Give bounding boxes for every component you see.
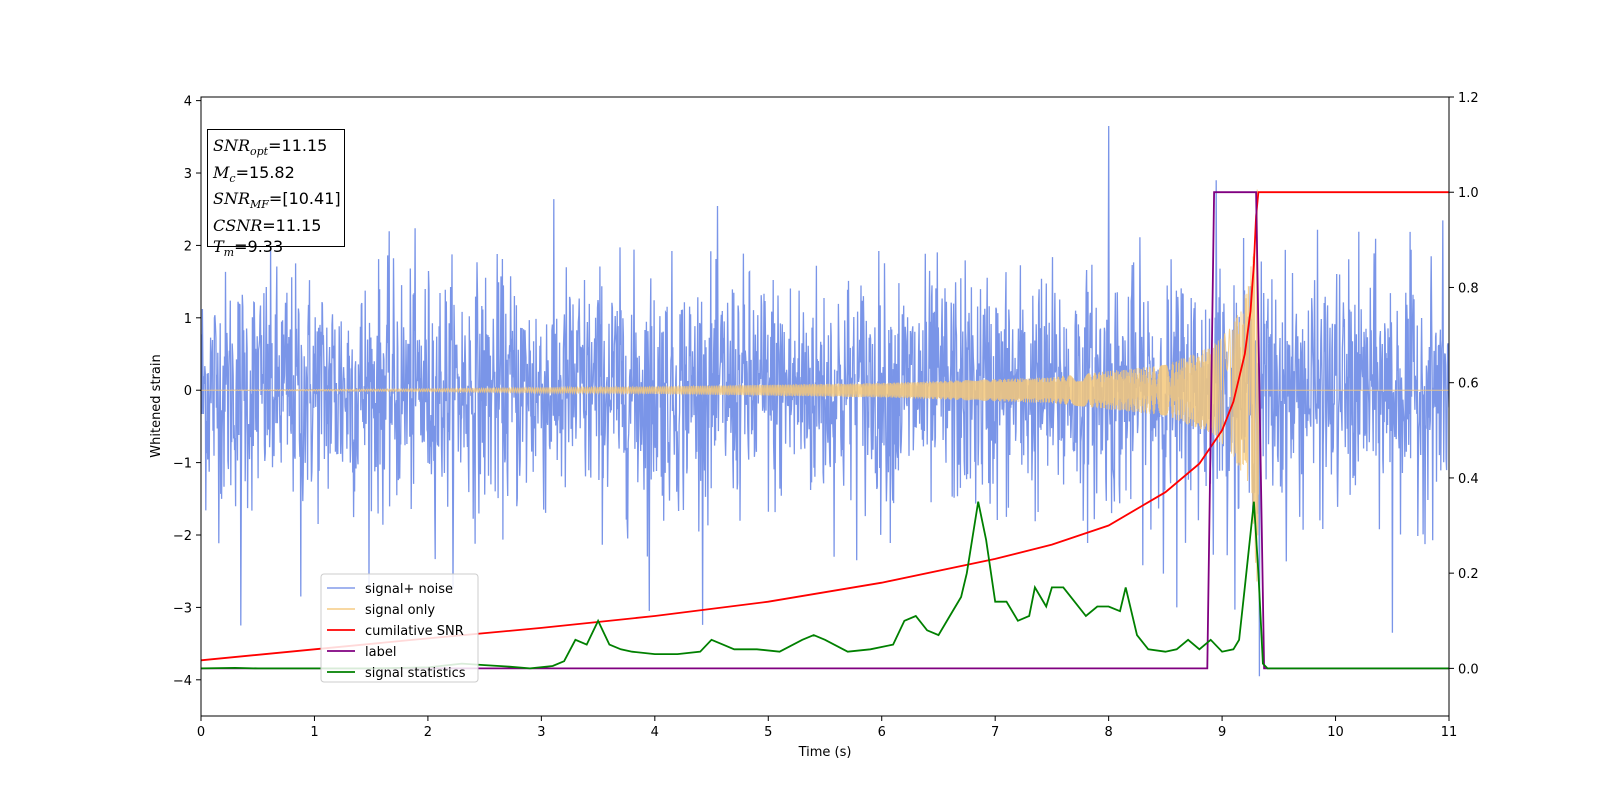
y-tick-label: 1 [184,312,192,327]
snr-mf-value: =[10.41] [268,189,341,209]
x-tick-label: 0 [197,725,205,740]
y2-tick-label: 0.2 [1458,567,1479,582]
tm-subscript: m [223,245,235,259]
y-tick-label: −4 [173,674,192,689]
legend-label: signal statistics [365,666,466,681]
y2-tick-label: 0.4 [1458,472,1479,487]
snr-opt-line: SNRopt=11.15 [213,136,339,163]
y-tick-label: 2 [184,239,192,254]
y-axis-left: −4 −3 −2 −1 0 1 2 3 4 [173,95,201,689]
snr-opt-symbol: SNR [213,136,251,155]
legend-label: cumilative SNR [365,624,464,639]
y2-tick-label: 0.0 [1458,662,1479,677]
x-axis: 0 1 2 3 4 5 6 7 8 9 10 11 [197,716,1457,740]
series-signal-statistics [201,501,1449,670]
snr-mf-line: SNRMF=[10.41] [213,189,341,216]
y2-tick-label: 1.0 [1458,186,1479,201]
legend-box [320,573,479,683]
csnr-line: CSNR=11.15 [213,216,339,237]
mc-subscript: c [229,171,236,185]
x-tick-label: 6 [878,725,886,740]
y2-tick-label: 0.6 [1458,377,1479,392]
info-box: SNRopt=11.15 Mc=15.82 SNRMF=[10.41] CSNR… [207,129,345,259]
legend-label: signal only [365,603,435,618]
snr-opt-subscript: opt [250,145,269,159]
y-tick-label: 0 [184,384,192,399]
series-layer [201,125,1449,677]
y-tick-label: −2 [173,529,192,544]
mc-symbol: M [213,162,230,182]
legend-label: label [365,645,396,660]
x-tick-label: 4 [651,725,659,740]
series-cumilative-snr [201,191,1449,662]
x-tick-label: 3 [537,725,545,740]
legend-label: signal+ noise [365,582,453,597]
x-tick-label: 8 [1104,725,1112,740]
x-tick-label: 5 [764,725,772,740]
x-tick-label: 2 [424,725,432,740]
y2-tick-label: 1.2 [1458,91,1479,106]
legend: signal+ noise signal only cumilative SNR la… [320,573,479,683]
x-tick-label: 10 [1327,725,1344,740]
y2-tick-label: 0.8 [1458,281,1479,296]
tm-value: =9.33 [234,236,284,256]
tm-line: Tm=9.33 [213,237,339,264]
snr-mf-symbol: SNR [213,189,251,209]
x-tick-label: 11 [1441,725,1458,740]
snr-mf-subscript: MF [250,198,269,212]
x-axis-label: Time (s) [798,745,852,760]
csnr-value: =11.15 [262,216,322,236]
snr-opt-value: =11.15 [268,136,328,155]
tm-symbol: T [213,236,224,256]
y-tick-label: −3 [173,601,192,616]
csnr-symbol: CSNR [213,216,263,236]
mc-line: Mc=15.82 [213,163,339,190]
plot-frame [200,96,1450,717]
y-tick-label: −1 [173,457,192,472]
x-tick-label: 1 [310,725,318,740]
y-axis-label: Whitened strain [149,354,164,457]
y-axis-right: 0.0 0.2 0.4 0.6 0.8 1.0 1.2 [1449,91,1479,677]
y-tick-label: 3 [184,167,192,182]
x-tick-label: 7 [991,725,999,740]
series-signal-only [201,189,1449,582]
y-tick-label: 4 [184,95,192,110]
mc-value: =15.82 [235,162,295,182]
x-tick-label: 9 [1218,725,1226,740]
